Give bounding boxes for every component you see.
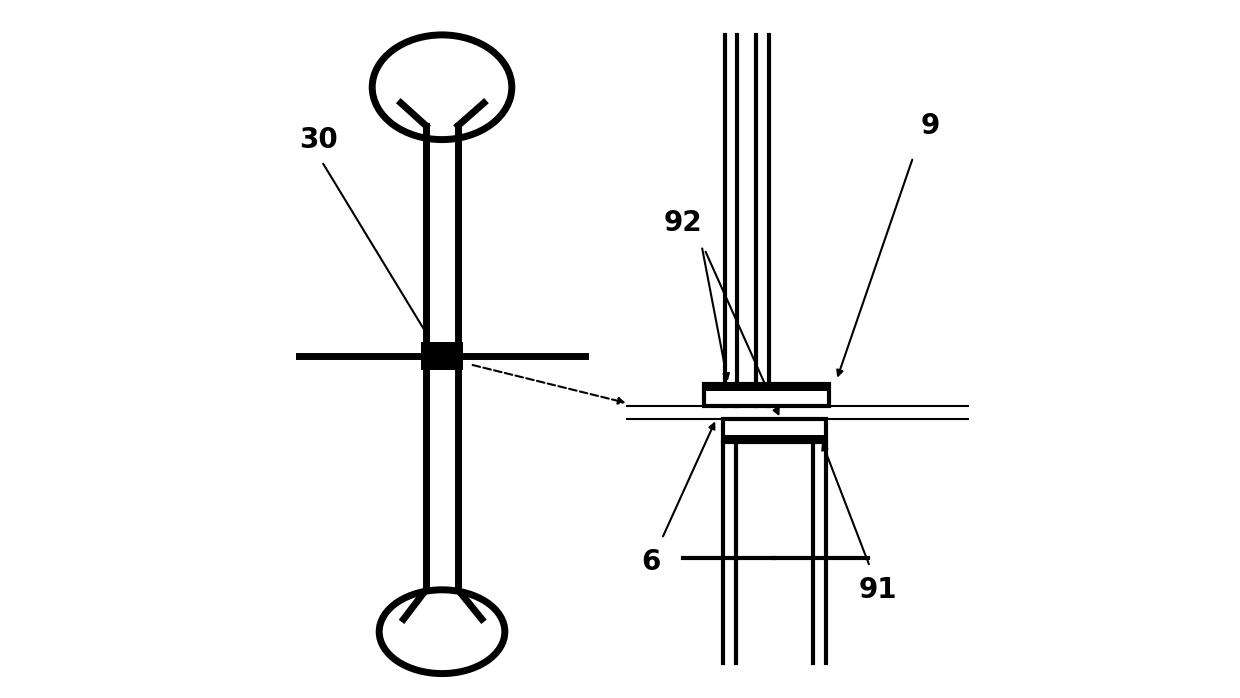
Bar <box>723 419 826 442</box>
Text: 9: 9 <box>921 112 940 140</box>
Text: 30: 30 <box>299 126 337 154</box>
Bar <box>704 384 830 406</box>
Text: 6: 6 <box>642 548 661 576</box>
Bar <box>704 384 830 391</box>
Bar <box>422 342 463 370</box>
Text: 92: 92 <box>663 209 702 237</box>
Bar <box>723 435 826 442</box>
Text: 91: 91 <box>859 576 898 604</box>
